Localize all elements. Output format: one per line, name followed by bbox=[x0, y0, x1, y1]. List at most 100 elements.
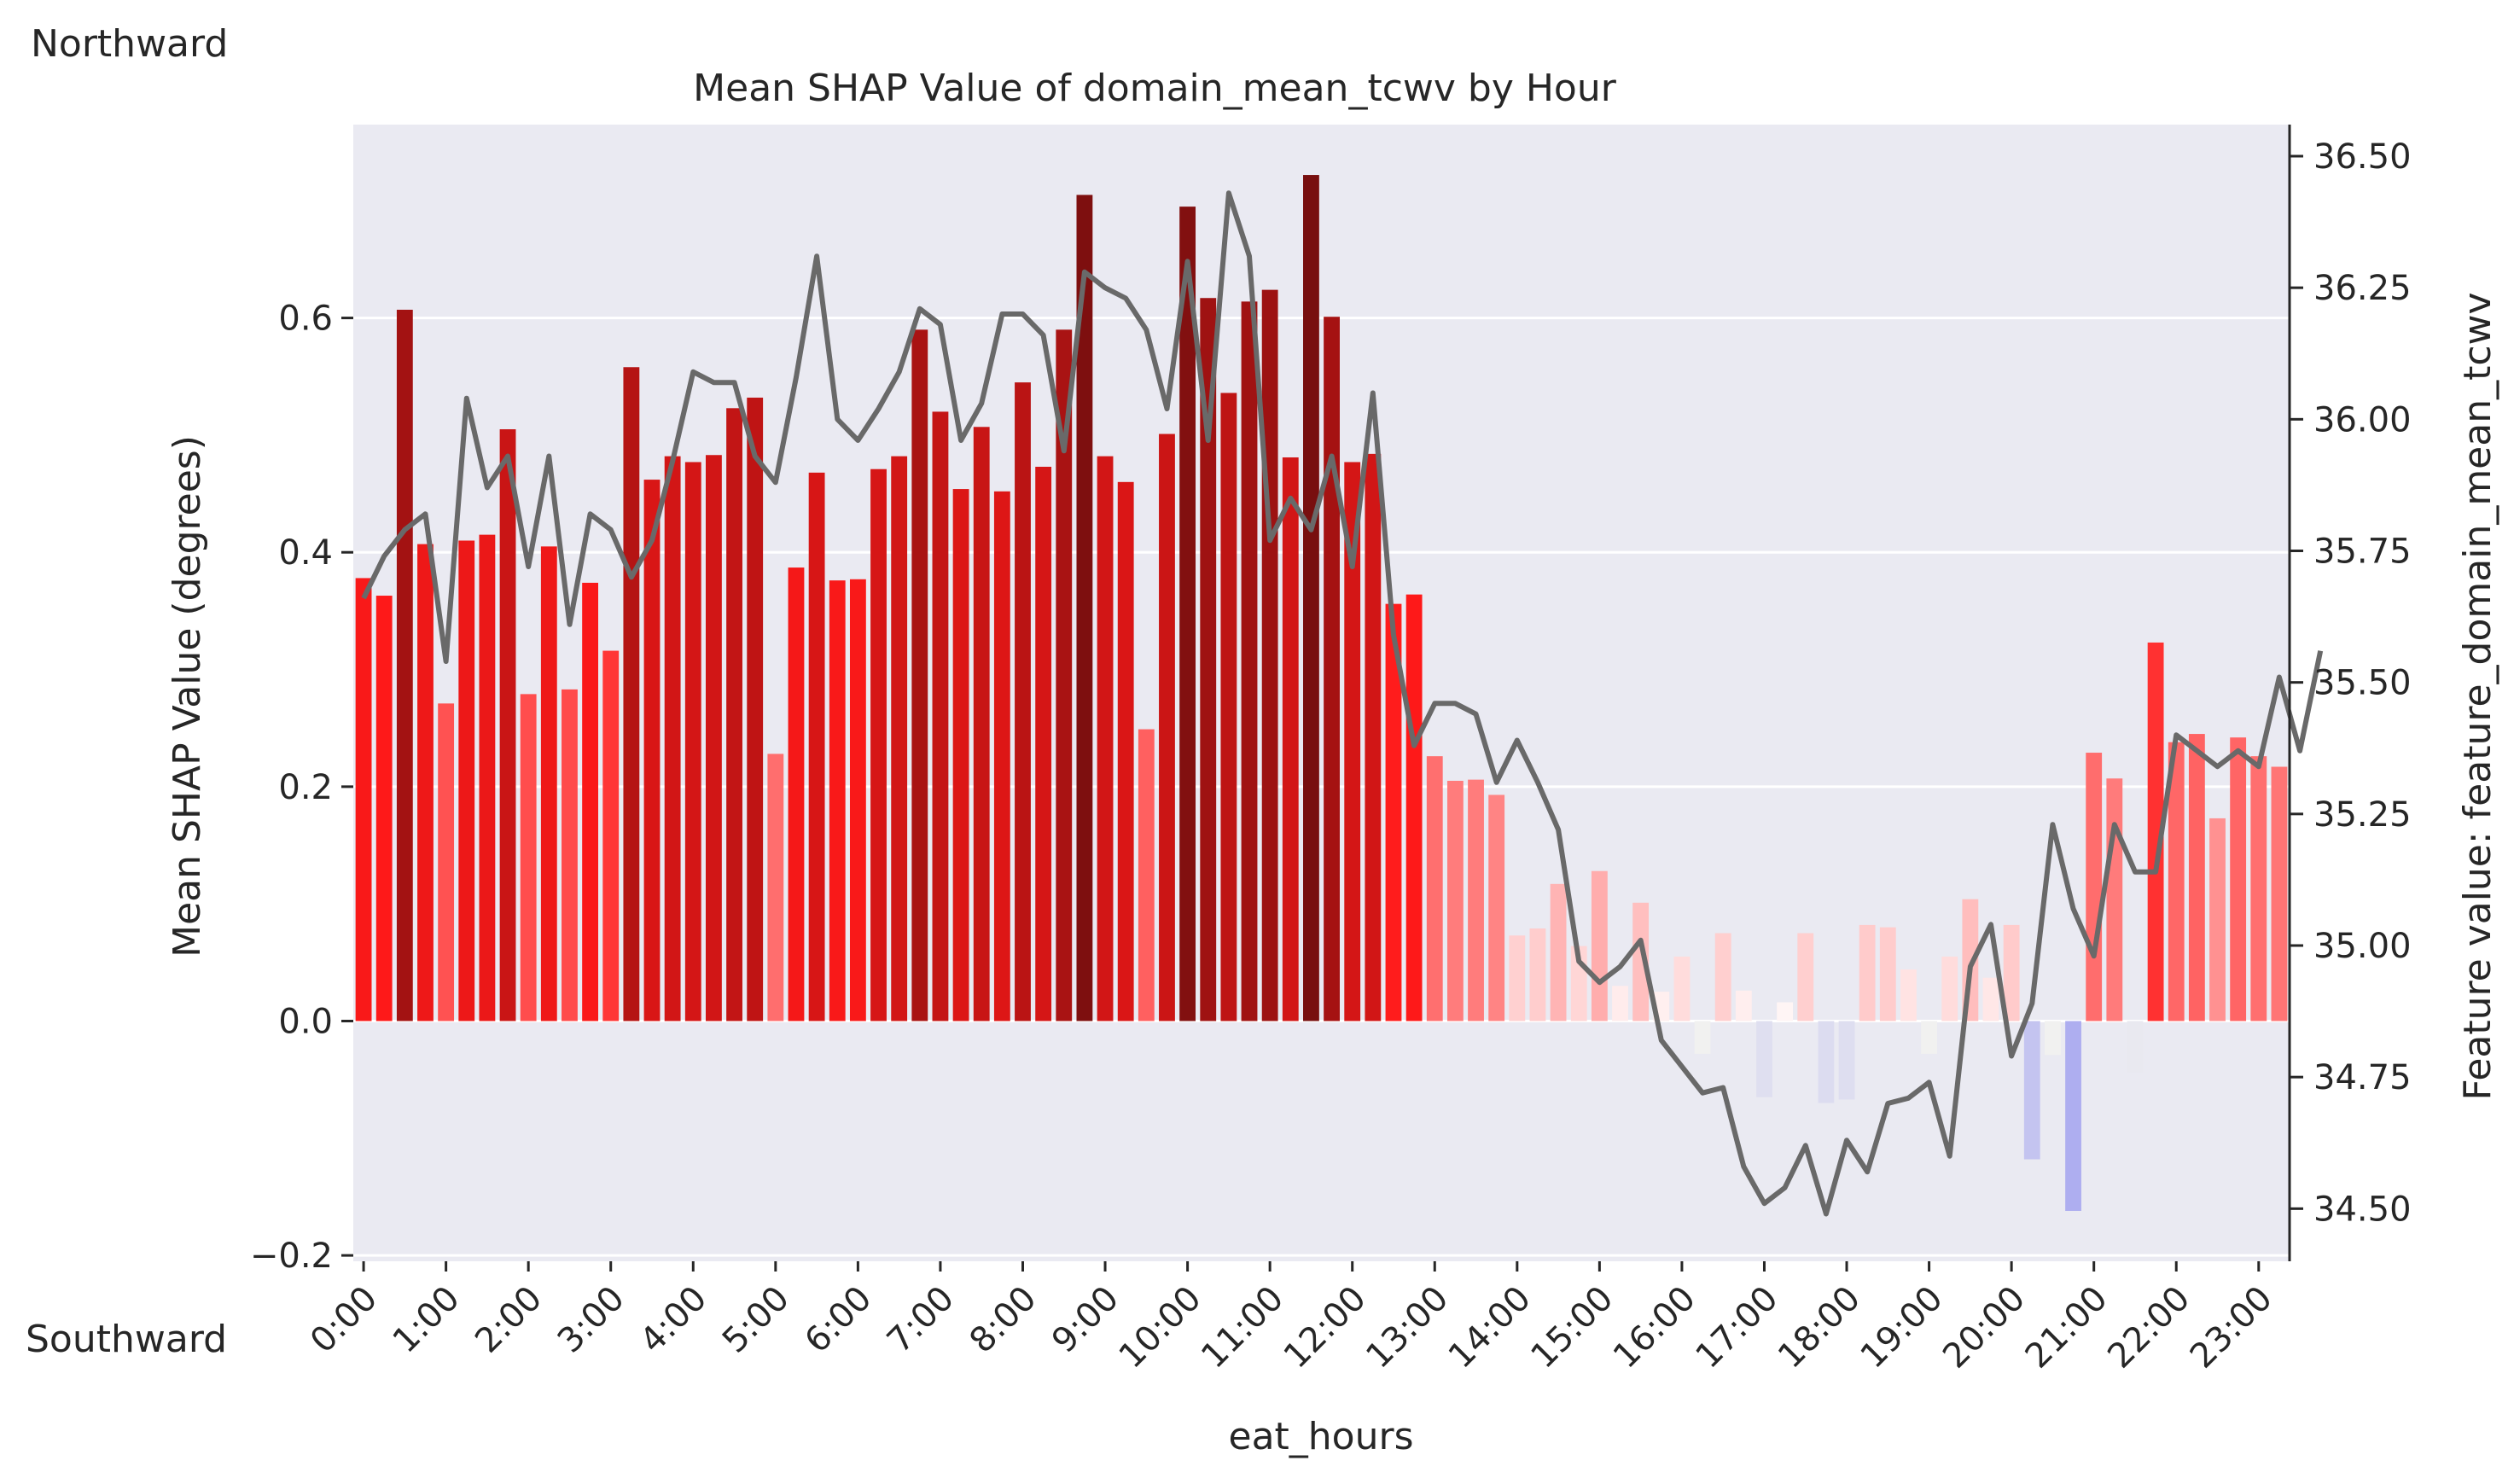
x-tick-label: 18:00 bbox=[1771, 1279, 1868, 1376]
bar-layer bbox=[355, 175, 2288, 1211]
y-right-tick-label: 36.50 bbox=[2313, 137, 2412, 177]
bar bbox=[1385, 603, 1402, 1021]
y-right-tick-label: 34.50 bbox=[2313, 1190, 2412, 1229]
y-axis-label: Mean SHAP Value (degrees) bbox=[166, 435, 209, 957]
bar bbox=[2127, 1021, 2144, 1073]
bar bbox=[1365, 453, 1382, 1021]
y-tick-label: 0.2 bbox=[278, 768, 333, 807]
bar bbox=[1735, 990, 1752, 1021]
x-tick-label: 8:00 bbox=[963, 1279, 1045, 1361]
bar bbox=[499, 429, 516, 1021]
bar bbox=[993, 491, 1010, 1021]
bar bbox=[2250, 756, 2267, 1021]
bar bbox=[1777, 1002, 1794, 1021]
bar bbox=[2003, 924, 2020, 1021]
bar bbox=[1138, 729, 1155, 1021]
bar bbox=[788, 567, 805, 1021]
bar bbox=[355, 578, 372, 1021]
bar bbox=[1117, 481, 1134, 1021]
bar bbox=[1714, 933, 1731, 1021]
x-tick-label: 1:00 bbox=[386, 1279, 468, 1361]
bar bbox=[1303, 175, 1319, 1021]
x-tick-label: 3:00 bbox=[550, 1279, 632, 1361]
line-layer bbox=[361, 190, 2324, 1217]
bar bbox=[747, 397, 764, 1021]
bar bbox=[396, 309, 413, 1021]
x-tick-label: 6:00 bbox=[797, 1279, 879, 1361]
bar bbox=[520, 694, 537, 1021]
bar bbox=[1179, 207, 1196, 1021]
bar bbox=[2271, 766, 2288, 1021]
x-tick-label: 5:00 bbox=[715, 1279, 797, 1361]
bar bbox=[2168, 742, 2185, 1021]
bar bbox=[1900, 969, 1917, 1021]
x-tick-label: 19:00 bbox=[1853, 1279, 1951, 1376]
bar bbox=[602, 650, 620, 1021]
bar bbox=[1529, 928, 1546, 1021]
x-tick-label: 7:00 bbox=[880, 1279, 962, 1361]
x-tick-label: 21:00 bbox=[2018, 1279, 2115, 1376]
bar bbox=[808, 472, 825, 1021]
bar bbox=[1261, 289, 1278, 1021]
bar bbox=[417, 544, 434, 1021]
bar bbox=[1612, 986, 1628, 1021]
bar bbox=[1488, 794, 1505, 1021]
y-right-tick-label: 35.25 bbox=[2313, 795, 2412, 835]
bar bbox=[1097, 456, 1114, 1021]
bar bbox=[1591, 870, 1608, 1021]
bar bbox=[479, 534, 496, 1021]
bar bbox=[375, 596, 393, 1021]
bar bbox=[1838, 1021, 1855, 1100]
bar bbox=[1426, 756, 1443, 1021]
x-tick-label: 15:00 bbox=[1523, 1279, 1621, 1376]
bar bbox=[540, 546, 557, 1021]
bar bbox=[1982, 977, 1999, 1021]
bar bbox=[952, 489, 969, 1021]
x-tick-label: 0:00 bbox=[303, 1279, 385, 1361]
bar bbox=[1818, 1021, 1835, 1103]
northward-label: Northward bbox=[31, 22, 228, 66]
bar bbox=[1941, 956, 1958, 1021]
bar bbox=[1159, 434, 1175, 1021]
bar bbox=[1468, 779, 1484, 1021]
bar bbox=[2065, 1021, 2081, 1211]
bar bbox=[829, 580, 846, 1021]
bar bbox=[891, 456, 908, 1021]
bar bbox=[1921, 1021, 1937, 1054]
bar bbox=[2044, 1021, 2061, 1056]
bar bbox=[1550, 883, 1567, 1021]
x-tick-label: 16:00 bbox=[1606, 1279, 1703, 1376]
y-right-tick-label: 35.75 bbox=[2313, 532, 2412, 572]
bar bbox=[1035, 466, 1052, 1021]
bar bbox=[1241, 301, 1258, 1021]
chart-title: Mean SHAP Value of domain_mean_tcwv by H… bbox=[693, 67, 1617, 110]
bar bbox=[2106, 778, 2123, 1021]
y-right-tick-label: 36.00 bbox=[2313, 400, 2412, 439]
bar bbox=[767, 754, 784, 1021]
bar bbox=[562, 689, 578, 1021]
x-tick-label: 14:00 bbox=[1441, 1279, 1539, 1376]
bar bbox=[1015, 382, 1031, 1021]
bar bbox=[932, 411, 949, 1021]
bar bbox=[870, 468, 887, 1021]
southward-label: Southward bbox=[26, 1318, 227, 1361]
bar bbox=[1446, 780, 1464, 1021]
bar bbox=[2147, 642, 2164, 1021]
bar bbox=[2188, 734, 2205, 1021]
bar bbox=[438, 703, 455, 1021]
y-right-tick-label: 35.50 bbox=[2313, 664, 2412, 703]
plot-background bbox=[353, 125, 2290, 1261]
bar bbox=[1632, 902, 1650, 1021]
x-tick-label: 10:00 bbox=[1112, 1279, 1209, 1376]
bar bbox=[1694, 1021, 1711, 1054]
bar bbox=[1282, 457, 1299, 1021]
bar bbox=[2230, 737, 2247, 1021]
bar bbox=[1056, 329, 1073, 1021]
y-right-tick-label: 36.25 bbox=[2313, 269, 2412, 308]
bar bbox=[1509, 935, 1526, 1021]
y-right-tick-label: 35.00 bbox=[2313, 927, 2412, 966]
bar bbox=[1324, 317, 1340, 1021]
feature-line bbox=[361, 190, 2324, 1217]
